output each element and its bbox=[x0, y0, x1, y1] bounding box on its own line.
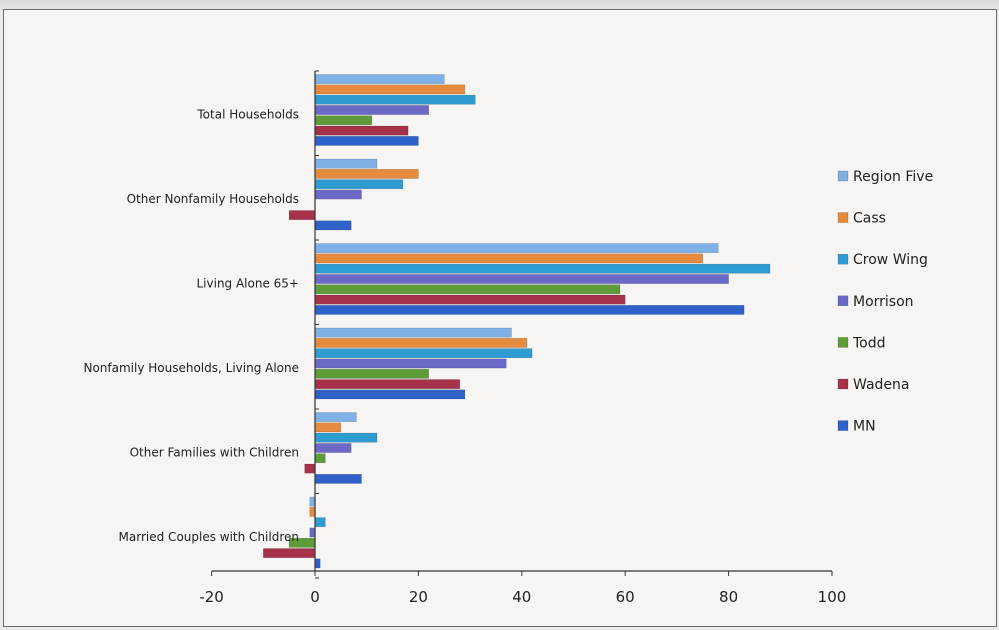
bar-morrison-0 bbox=[314, 105, 429, 115]
bar-morrison-2 bbox=[314, 274, 729, 284]
bar-wadena-3 bbox=[314, 379, 461, 389]
bar-mn-2 bbox=[314, 305, 745, 315]
x-tick-label: -20 bbox=[199, 588, 224, 606]
legend-label: Morrison bbox=[853, 294, 914, 310]
legend-swatch bbox=[837, 295, 849, 307]
x-tick-label: 40 bbox=[512, 588, 531, 606]
bar-mn-0 bbox=[314, 136, 419, 146]
bar-crow-wing-2 bbox=[314, 263, 771, 274]
bar-region-five-0 bbox=[314, 74, 445, 84]
legend-swatch bbox=[837, 378, 849, 390]
category-label: Married Couples with Children bbox=[119, 530, 299, 544]
legend-swatch bbox=[837, 170, 849, 182]
bar-morrison-3 bbox=[314, 358, 507, 369]
bar-cass-1 bbox=[314, 169, 419, 179]
legend-label: Wadena bbox=[853, 377, 909, 393]
bar-cass-5 bbox=[309, 507, 316, 517]
x-tick-label: 20 bbox=[409, 588, 428, 606]
legend: Region Five Cass Crow Wing Morrison Todd Wade… bbox=[837, 169, 933, 435]
legend-swatch bbox=[837, 337, 849, 348]
bars-group bbox=[263, 74, 771, 569]
x-tick-labels: -20 0 20 40 60 80 100 bbox=[199, 588, 846, 606]
bar-chart: Total Households Other Nonfamily Househol… bbox=[83, 70, 933, 606]
x-tick-label: 60 bbox=[616, 588, 635, 606]
bar-mn-3 bbox=[314, 389, 466, 400]
bar-wadena-0 bbox=[314, 125, 409, 136]
bar-morrison-5 bbox=[309, 527, 316, 538]
bar-mn-5 bbox=[314, 558, 321, 569]
bar-wadena-2 bbox=[314, 294, 626, 305]
legend-label: MN bbox=[853, 419, 876, 435]
category-label: Living Alone 65+ bbox=[196, 276, 299, 290]
bar-region-five-2 bbox=[314, 243, 719, 253]
legend-swatch bbox=[837, 253, 849, 265]
bar-crow-wing-3 bbox=[314, 348, 533, 359]
bar-cass-4 bbox=[314, 422, 342, 433]
bar-todd-2 bbox=[314, 284, 621, 295]
bar-cass-2 bbox=[314, 253, 704, 264]
bar-crow-wing-0 bbox=[314, 94, 476, 105]
legend-label: Crow Wing bbox=[853, 252, 928, 268]
x-tick-label: 100 bbox=[818, 588, 847, 606]
bar-cass-3 bbox=[314, 338, 528, 348]
legend-label: Region Five bbox=[853, 169, 933, 185]
bar-region-five-5 bbox=[309, 496, 316, 507]
bar-cass-0 bbox=[314, 84, 466, 95]
bar-crow-wing-1 bbox=[314, 179, 404, 190]
bar-mn-4 bbox=[314, 474, 362, 484]
legend-swatch bbox=[837, 212, 849, 223]
bar-region-five-1 bbox=[314, 158, 378, 169]
bar-region-five-3 bbox=[314, 327, 512, 338]
axes-group bbox=[211, 70, 833, 579]
category-label: Total Households bbox=[196, 107, 299, 121]
legend-label: Cass bbox=[853, 211, 886, 227]
x-tick-label: 80 bbox=[719, 588, 738, 606]
chart-frame: Total Households Other Nonfamily Househol… bbox=[3, 9, 997, 627]
bar-wadena-4 bbox=[304, 463, 316, 474]
category-label: Other Nonfamily Households bbox=[127, 192, 299, 206]
bar-morrison-4 bbox=[314, 443, 352, 453]
bar-region-five-4 bbox=[314, 412, 357, 422]
legend-swatch bbox=[837, 420, 849, 431]
x-tick-label: 0 bbox=[310, 588, 320, 606]
bar-todd-3 bbox=[314, 368, 429, 379]
bar-wadena-1 bbox=[288, 210, 316, 220]
category-labels: Total Households Other Nonfamily Househol… bbox=[83, 107, 299, 544]
bar-todd-0 bbox=[314, 115, 373, 126]
bar-crow-wing-4 bbox=[314, 432, 378, 443]
bar-todd-4 bbox=[314, 453, 326, 464]
legend-label: Todd bbox=[852, 335, 886, 351]
bar-crow-wing-5 bbox=[314, 517, 326, 528]
category-label: Nonfamily Households, Living Alone bbox=[83, 361, 299, 375]
category-label: Other Families with Children bbox=[130, 445, 299, 459]
bar-wadena-5 bbox=[263, 548, 316, 558]
bar-morrison-1 bbox=[314, 189, 362, 200]
bar-mn-1 bbox=[314, 220, 352, 231]
